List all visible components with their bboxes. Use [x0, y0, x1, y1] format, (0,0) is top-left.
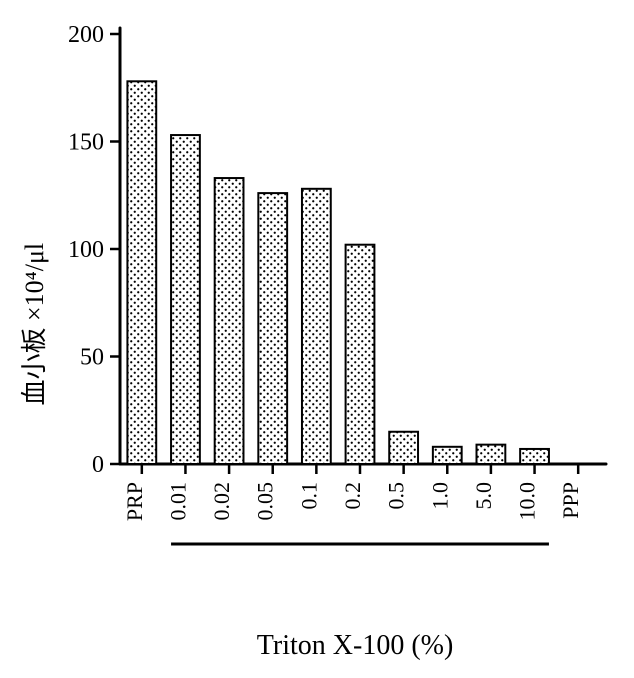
bar — [258, 193, 287, 464]
y-tick-label: 100 — [68, 237, 104, 263]
x-tick-label: 0.1 — [296, 482, 321, 510]
x-axis-label: Triton X-100 (%) — [257, 630, 454, 662]
bar — [389, 432, 418, 464]
x-tick-label: PRP — [122, 482, 147, 521]
bar — [171, 135, 200, 464]
bar — [302, 189, 331, 464]
x-tick-label: PPP — [558, 482, 583, 519]
y-axis-label: 血小板 ×10⁴/μl — [14, 243, 51, 406]
x-tick-label: 10.0 — [515, 482, 540, 521]
bar — [520, 449, 549, 464]
x-tick-label: 1.0 — [427, 482, 452, 510]
x-tick-label: 0.2 — [340, 482, 365, 510]
platelet-triton-chart: 0 50 100 150 200 PRP 0.01 0.02 0.05 0.1 0.2 0.5 1.0 5… — [0, 0, 634, 678]
x-tick-label: 0.5 — [384, 482, 409, 510]
x-tick-label: 0.01 — [165, 482, 190, 521]
x-tick-label: 5.0 — [471, 482, 496, 510]
y-tick-label: 50 — [80, 345, 104, 371]
bar — [215, 178, 244, 464]
y-tick-label: 0 — [92, 452, 104, 478]
x-tick-label: 0.05 — [253, 482, 278, 521]
x-tick-label: 0.02 — [209, 482, 234, 521]
bar — [127, 81, 156, 464]
bar — [346, 245, 375, 464]
chart-svg: 0 50 100 150 200 PRP 0.01 0.02 0.05 0.1 0.2 0.5 1.0 5… — [0, 0, 634, 678]
bar — [433, 447, 462, 464]
y-tick-label: 150 — [68, 130, 104, 156]
y-tick-label: 200 — [68, 22, 104, 48]
bar — [477, 445, 506, 464]
